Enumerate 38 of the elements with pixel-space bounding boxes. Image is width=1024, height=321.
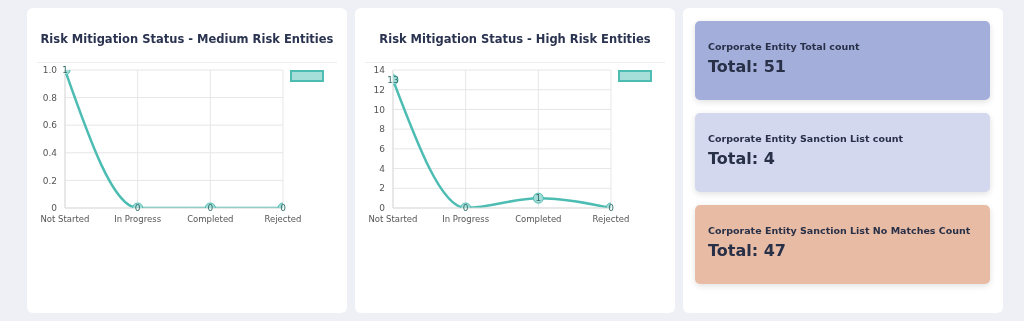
x-tick-label: Rejected: [592, 214, 630, 225]
y-tick-label: 0: [379, 203, 386, 214]
y-tick-label: 0.2: [42, 175, 57, 186]
data-label: 1: [535, 193, 542, 204]
text: Corporate Entity Sanction List count: [708, 133, 904, 144]
data-label: 13: [387, 75, 399, 86]
text: Total: 47: [708, 241, 786, 260]
text: Total: 51: [708, 57, 786, 76]
data-label: 1: [62, 65, 68, 76]
x-tick-label: Completed: [187, 214, 234, 225]
y-tick-label: 12: [373, 84, 385, 95]
y-tick-label: 14: [373, 65, 386, 76]
x-tick-label: Completed: [515, 214, 562, 225]
y-tick-label: 6: [379, 144, 386, 155]
y-tick-label: 10: [373, 104, 386, 115]
data-label: 0: [207, 203, 214, 214]
x-tick-label: Not Started: [40, 214, 90, 225]
y-tick-label: 0.4: [42, 147, 58, 158]
y-tick-label: 4: [379, 163, 386, 174]
y-tick-label: 8: [379, 124, 386, 135]
x-tick-label: Rejected: [264, 214, 302, 225]
y-tick-label: 2: [379, 183, 385, 194]
text: Corporate Entity Total count: [708, 41, 860, 52]
chart-title: Risk Mitigation Status - Medium Risk Entities: [39, 32, 335, 46]
data-label: 0: [134, 203, 141, 214]
y-tick-label: 0.6: [42, 120, 58, 131]
y-tick-label: 0: [51, 203, 58, 214]
text: Corporate Entity Sanction List No Matches Count: [708, 225, 971, 236]
x-tick-label: In Progress: [442, 214, 490, 225]
x-tick-label: In Progress: [114, 214, 162, 225]
y-tick-label: 0.8: [42, 92, 58, 103]
data-label: 0: [280, 203, 287, 214]
x-tick-label: Not Started: [368, 214, 418, 225]
y-tick-label: 1.0: [42, 65, 58, 76]
data-label: 0: [462, 203, 469, 214]
data-label: 0: [608, 203, 615, 214]
chart-title: Risk Mitigation Status - High Risk Entities: [378, 32, 652, 46]
text: Total: 4: [708, 149, 775, 168]
